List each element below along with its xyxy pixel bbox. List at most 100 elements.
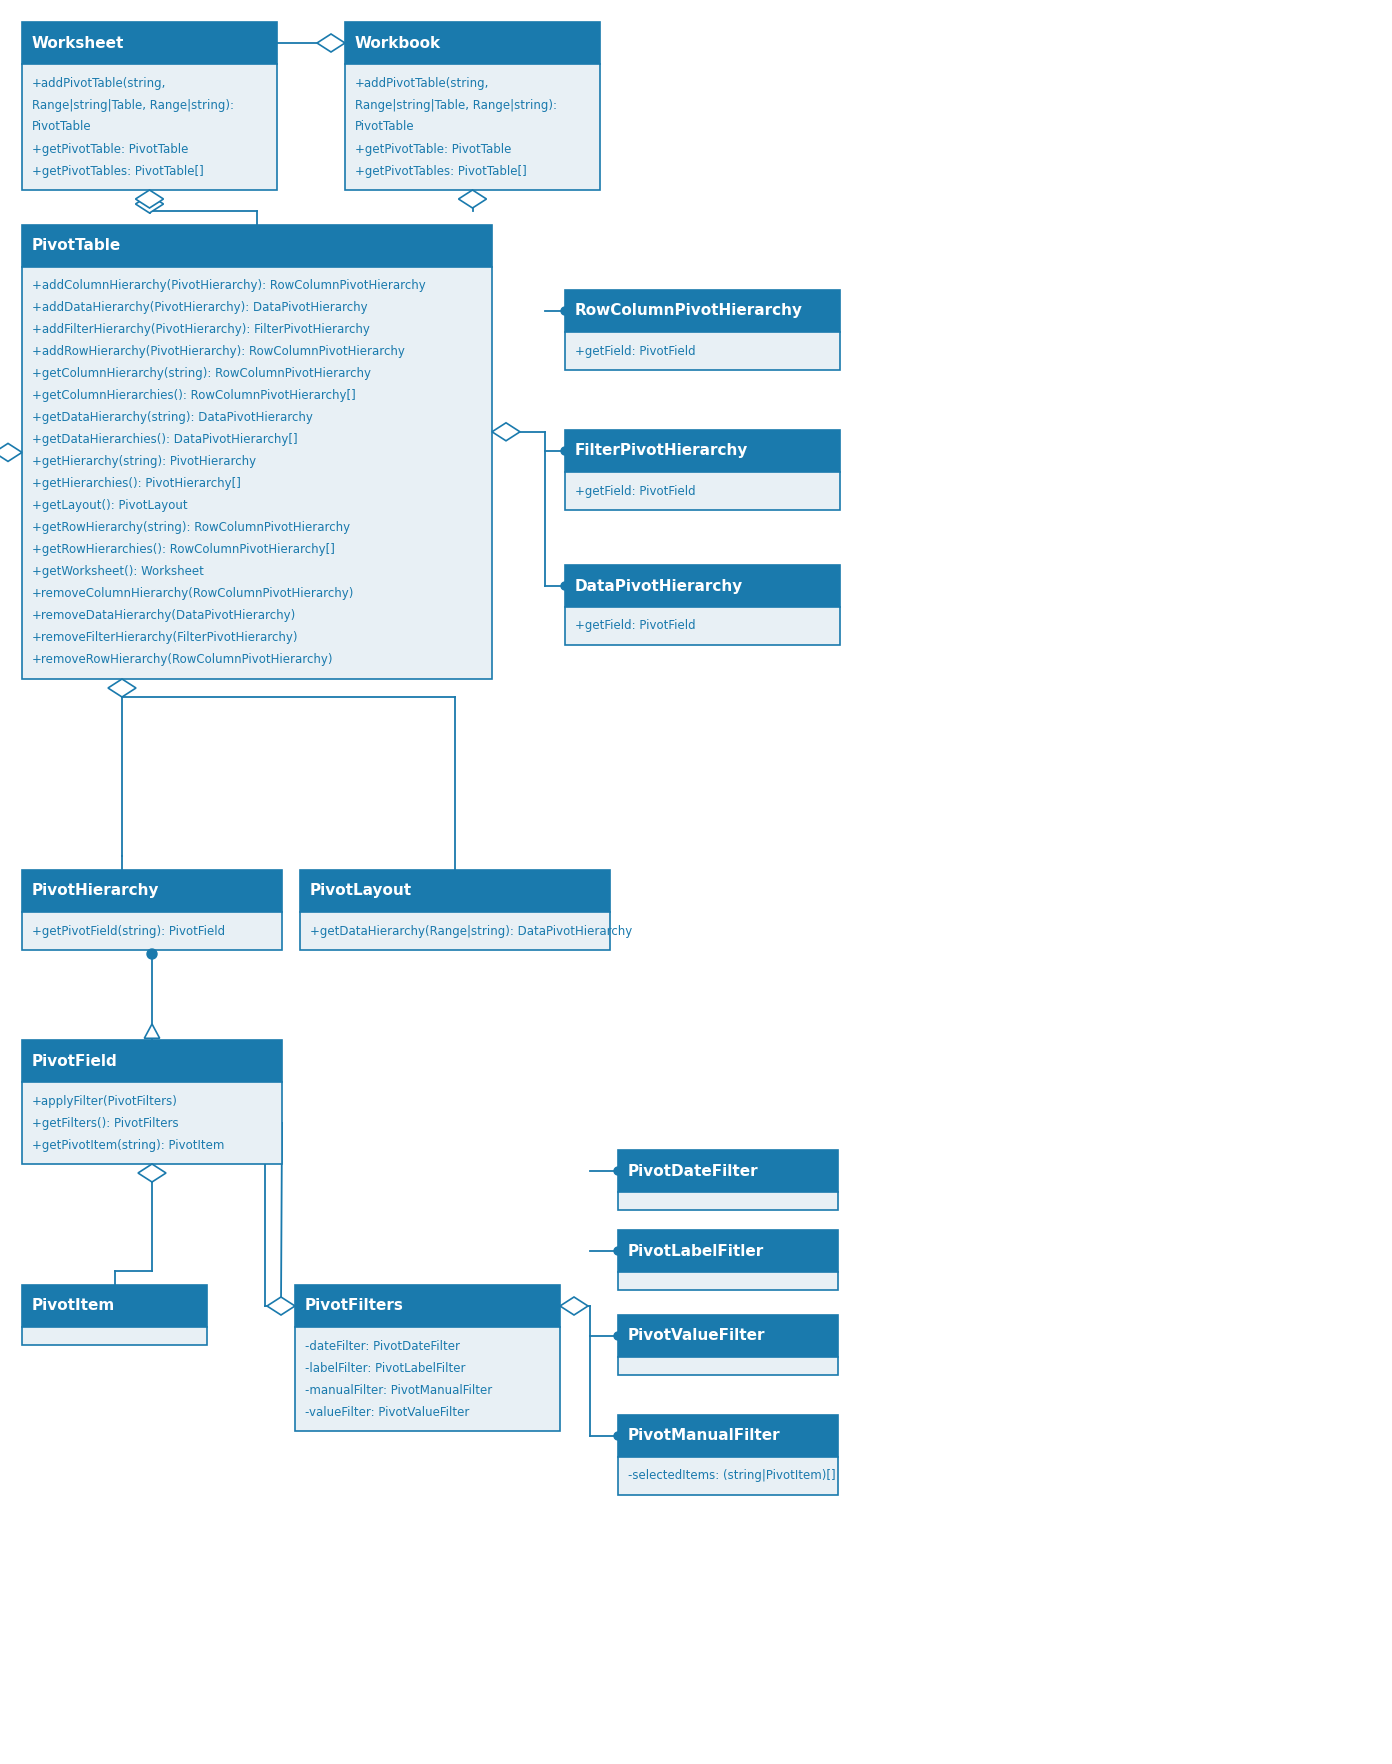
- Text: FilterPivotHierarchy: FilterPivotHierarchy: [575, 443, 749, 459]
- Text: +removeFilterHierarchy(FilterPivotHierarchy): +removeFilterHierarchy(FilterPivotHierar…: [32, 632, 298, 644]
- Text: -manualFilter: PivotManualFilter: -manualFilter: PivotManualFilter: [305, 1383, 493, 1397]
- Bar: [22, 1081, 283, 1164]
- Bar: [22, 1327, 207, 1344]
- Text: -selectedItems: (string|PivotItem)[]: -selectedItems: (string|PivotItem)[]: [628, 1469, 835, 1482]
- Text: +getPivotField(string): PivotField: +getPivotField(string): PivotField: [32, 924, 226, 937]
- Bar: [22, 1041, 283, 1081]
- Text: PivotValueFilter: PivotValueFilter: [628, 1328, 766, 1344]
- Bar: [565, 332, 839, 370]
- Bar: [618, 1457, 838, 1496]
- Bar: [295, 1284, 560, 1327]
- Text: PivotLabelFitler: PivotLabelFitler: [628, 1244, 764, 1258]
- Polygon shape: [560, 1297, 587, 1314]
- Text: Range|string|Table, Range|string):: Range|string|Table, Range|string):: [355, 99, 557, 111]
- Text: +getPivotTable: PivotTable: +getPivotTable: PivotTable: [32, 143, 188, 155]
- Bar: [301, 870, 610, 912]
- Text: +getField: PivotField: +getField: PivotField: [575, 619, 696, 633]
- Text: +addRowHierarchy(PivotHierarchy): RowColumnPivotHierarchy: +addRowHierarchy(PivotHierarchy): RowCol…: [32, 346, 405, 358]
- Bar: [618, 1314, 838, 1357]
- Bar: [618, 1357, 838, 1374]
- Text: +getPivotTable: PivotTable: +getPivotTable: PivotTable: [355, 143, 511, 155]
- Bar: [22, 64, 277, 191]
- Circle shape: [614, 1332, 622, 1341]
- Polygon shape: [135, 191, 163, 208]
- Text: -valueFilter: PivotValueFilter: -valueFilter: PivotValueFilter: [305, 1406, 469, 1418]
- Text: +getColumnHierarchies(): RowColumnPivotHierarchy[]: +getColumnHierarchies(): RowColumnPivotH…: [32, 390, 356, 402]
- Text: +addColumnHierarchy(PivotHierarchy): RowColumnPivotHierarchy: +addColumnHierarchy(PivotHierarchy): Row…: [32, 279, 426, 293]
- Text: +getPivotItem(string): PivotItem: +getPivotItem(string): PivotItem: [32, 1138, 224, 1152]
- Circle shape: [561, 446, 569, 455]
- Circle shape: [614, 1432, 622, 1439]
- Text: PivotLayout: PivotLayout: [310, 884, 412, 898]
- Text: PivotFilters: PivotFilters: [305, 1298, 404, 1314]
- Text: +getDataHierarchy(string): DataPivotHierarchy: +getDataHierarchy(string): DataPivotHier…: [32, 411, 313, 425]
- Polygon shape: [0, 443, 22, 462]
- Text: +getPivotTables: PivotTable[]: +getPivotTables: PivotTable[]: [355, 164, 526, 178]
- Circle shape: [614, 1247, 622, 1254]
- Text: +getField: PivotField: +getField: PivotField: [575, 485, 696, 497]
- Text: +getDataHierarchies(): DataPivotHierarchy[]: +getDataHierarchies(): DataPivotHierarch…: [32, 434, 298, 446]
- Bar: [618, 1415, 838, 1457]
- Text: +getFilters(): PivotFilters: +getFilters(): PivotFilters: [32, 1117, 178, 1129]
- Circle shape: [148, 949, 157, 960]
- Text: +removeDataHierarchy(DataPivotHierarchy): +removeDataHierarchy(DataPivotHierarchy): [32, 610, 296, 623]
- Bar: [618, 1192, 838, 1210]
- Text: PivotTable: PivotTable: [32, 120, 92, 134]
- Text: +addDataHierarchy(PivotHierarchy): DataPivotHierarchy: +addDataHierarchy(PivotHierarchy): DataP…: [32, 302, 367, 314]
- Bar: [22, 21, 277, 64]
- Text: +getColumnHierarchy(string): RowColumnPivotHierarchy: +getColumnHierarchy(string): RowColumnPi…: [32, 367, 372, 381]
- Bar: [618, 1150, 838, 1192]
- Polygon shape: [317, 34, 345, 51]
- Circle shape: [561, 307, 569, 316]
- Text: Worksheet: Worksheet: [32, 35, 124, 51]
- Text: +addPivotTable(string,: +addPivotTable(string,: [32, 76, 167, 90]
- Text: +getRowHierarchies(): RowColumnPivotHierarchy[]: +getRowHierarchies(): RowColumnPivotHier…: [32, 543, 335, 556]
- Text: Workbook: Workbook: [355, 35, 441, 51]
- Bar: [22, 1284, 207, 1327]
- Text: PivotItem: PivotItem: [32, 1298, 116, 1314]
- Polygon shape: [145, 1023, 160, 1039]
- Text: RowColumnPivotHierarchy: RowColumnPivotHierarchy: [575, 303, 803, 319]
- Bar: [565, 430, 839, 473]
- Bar: [565, 289, 839, 332]
- Text: PivotDateFilter: PivotDateFilter: [628, 1164, 759, 1178]
- Text: Range|string|Table, Range|string):: Range|string|Table, Range|string):: [32, 99, 234, 111]
- Bar: [565, 473, 839, 510]
- Bar: [22, 912, 283, 951]
- Bar: [618, 1272, 838, 1289]
- Polygon shape: [458, 191, 486, 208]
- Text: +addFilterHierarchy(PivotHierarchy): FilterPivotHierarchy: +addFilterHierarchy(PivotHierarchy): Fil…: [32, 323, 370, 337]
- Bar: [22, 870, 283, 912]
- Circle shape: [561, 582, 569, 589]
- Bar: [295, 1327, 560, 1431]
- Text: +getRowHierarchy(string): RowColumnPivotHierarchy: +getRowHierarchy(string): RowColumnPivot…: [32, 522, 351, 534]
- Polygon shape: [135, 196, 163, 213]
- Text: PivotTable: PivotTable: [32, 238, 121, 254]
- Bar: [22, 266, 491, 679]
- Text: +getHierarchy(string): PivotHierarchy: +getHierarchy(string): PivotHierarchy: [32, 455, 256, 469]
- Text: +getLayout(): PivotLayout: +getLayout(): PivotLayout: [32, 499, 188, 513]
- Text: +getHierarchies(): PivotHierarchy[]: +getHierarchies(): PivotHierarchy[]: [32, 478, 241, 490]
- Text: -labelFilter: PivotLabelFilter: -labelFilter: PivotLabelFilter: [305, 1362, 465, 1374]
- Bar: [345, 64, 600, 191]
- Text: +removeColumnHierarchy(RowColumnPivotHierarchy): +removeColumnHierarchy(RowColumnPivotHie…: [32, 587, 355, 600]
- Text: PivotField: PivotField: [32, 1053, 118, 1069]
- Text: PivotHierarchy: PivotHierarchy: [32, 884, 160, 898]
- Text: -dateFilter: PivotDateFilter: -dateFilter: PivotDateFilter: [305, 1339, 459, 1353]
- Polygon shape: [109, 679, 136, 697]
- Bar: [345, 21, 600, 64]
- Bar: [301, 912, 610, 951]
- Text: PivotManualFilter: PivotManualFilter: [628, 1429, 781, 1443]
- Circle shape: [614, 1168, 622, 1175]
- Text: +addPivotTable(string,: +addPivotTable(string,: [355, 76, 490, 90]
- Polygon shape: [491, 423, 521, 441]
- Text: +getDataHierarchy(Range|string): DataPivotHierarchy: +getDataHierarchy(Range|string): DataPiv…: [310, 924, 632, 937]
- Bar: [565, 564, 839, 607]
- Text: PivotTable: PivotTable: [355, 120, 415, 134]
- Text: DataPivotHierarchy: DataPivotHierarchy: [575, 579, 743, 593]
- Bar: [618, 1230, 838, 1272]
- Text: +getField: PivotField: +getField: PivotField: [575, 344, 696, 358]
- Bar: [565, 607, 839, 646]
- Text: +getWorksheet(): Worksheet: +getWorksheet(): Worksheet: [32, 566, 203, 579]
- Text: +getPivotTables: PivotTable[]: +getPivotTables: PivotTable[]: [32, 164, 203, 178]
